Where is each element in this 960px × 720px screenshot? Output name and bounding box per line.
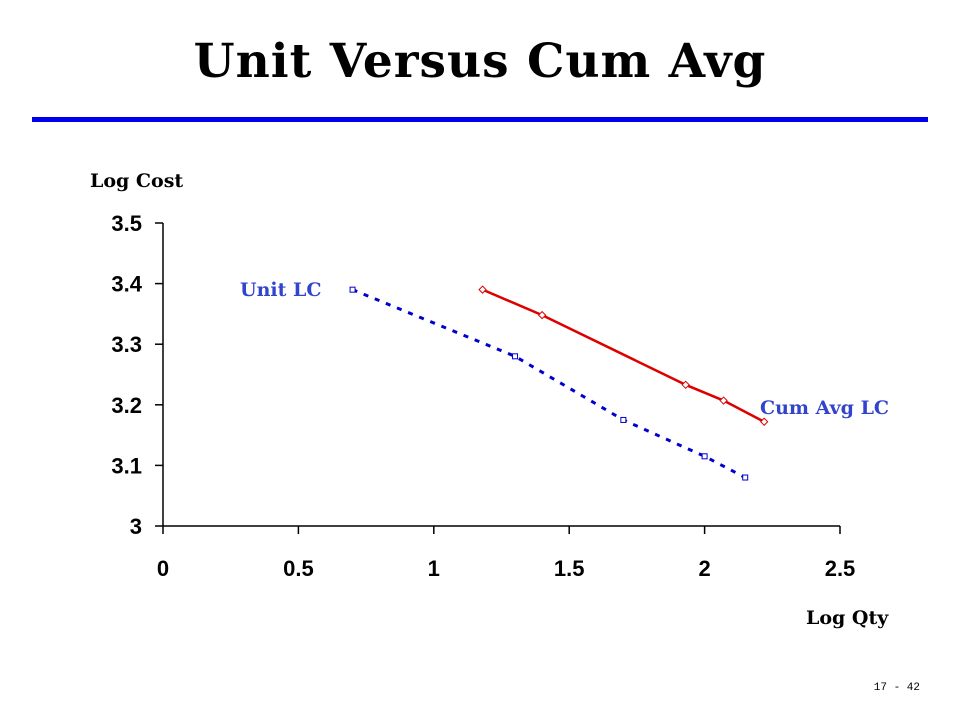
data-point-cum-avg-lc — [759, 417, 769, 426]
x-axis-title: Log Qty — [806, 607, 889, 629]
data-point-cum-avg-lc — [719, 396, 728, 405]
data-point-unit-lc — [742, 474, 749, 481]
y-tick-label: 3.1 — [111, 453, 142, 478]
data-point-unit-lc — [512, 353, 519, 360]
x-tick-label: 2.5 — [825, 556, 856, 581]
x-tick-label: 1.5 — [554, 556, 585, 581]
x-tick-label: 0 — [157, 556, 169, 581]
x-tick-label: 0.5 — [283, 556, 314, 581]
y-tick-label: 3.3 — [111, 332, 142, 357]
x-tick-label: 1 — [428, 556, 440, 581]
chart-axes — [162, 223, 840, 527]
data-point-cum-avg-lc — [681, 380, 690, 390]
data-point-unit-lc — [701, 453, 708, 460]
slide-number: 17 - 42 — [873, 682, 920, 694]
series-label-unit-lc: Unit LC — [240, 279, 321, 301]
title-divider — [32, 117, 928, 122]
x-tick-label: 2 — [698, 556, 710, 581]
data-point-cum-avg-lc — [478, 285, 487, 294]
chart-ticks: 0 0.5 1 1.5 2 2.5 3 3.1 3.2 3.3 3.4 3.5 — [111, 211, 855, 581]
page-title: Unit Versus Cum Avg — [193, 34, 767, 89]
data-point-unit-lc — [620, 416, 627, 423]
series-label-cum-avg-lc: Cum Avg LC — [760, 397, 889, 419]
y-tick-label: 3.4 — [111, 272, 142, 297]
data-point-cum-avg-lc — [537, 310, 547, 320]
y-tick-label: 3 — [130, 514, 142, 539]
chart-series — [349, 285, 769, 481]
data-point-unit-lc — [349, 286, 356, 293]
y-tick-label: 3.2 — [111, 393, 142, 418]
y-tick-label: 3.5 — [111, 211, 142, 236]
y-axis-title: Log Cost — [90, 170, 183, 192]
